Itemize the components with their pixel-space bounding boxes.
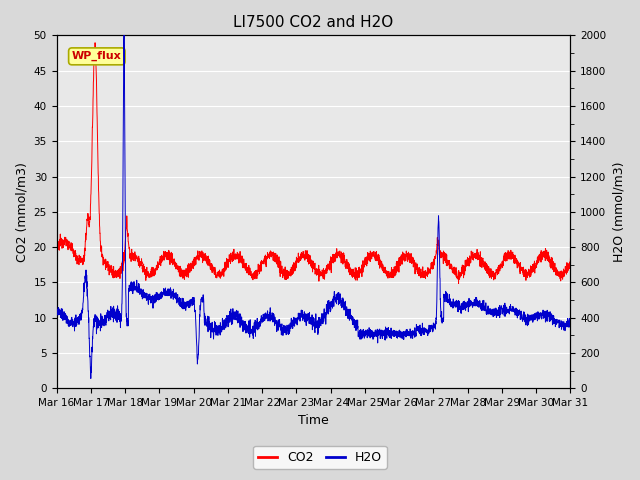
Title: LI7500 CO2 and H2O: LI7500 CO2 and H2O: [234, 15, 394, 30]
Text: WP_flux: WP_flux: [72, 51, 122, 61]
Legend: CO2, H2O: CO2, H2O: [253, 446, 387, 469]
X-axis label: Time: Time: [298, 414, 329, 427]
Y-axis label: CO2 (mmol/m3): CO2 (mmol/m3): [15, 162, 28, 262]
Y-axis label: H2O (mmol/m3): H2O (mmol/m3): [612, 162, 625, 262]
